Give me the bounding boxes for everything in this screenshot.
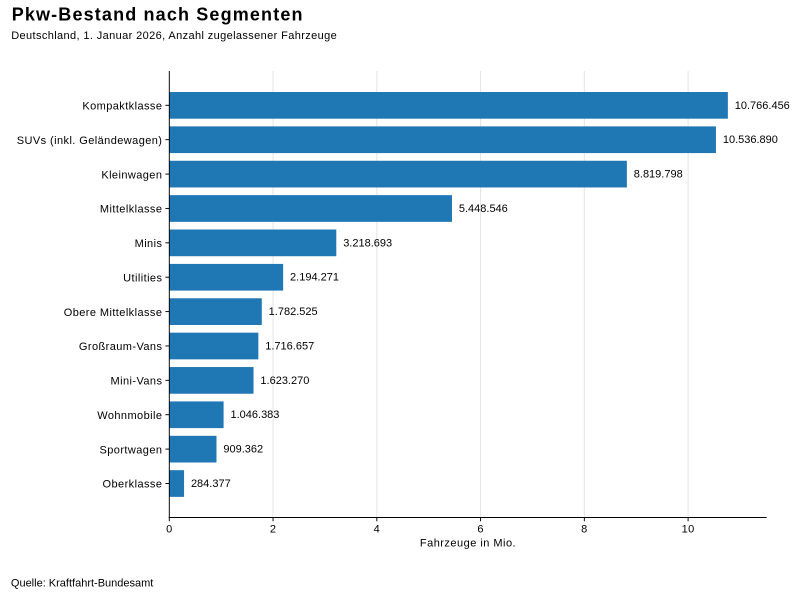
svg-text:Mittelklasse: Mittelklasse xyxy=(100,204,163,216)
svg-text:Oberklasse: Oberklasse xyxy=(103,479,163,491)
svg-text:10: 10 xyxy=(682,524,695,536)
svg-text:1.046.383: 1.046.383 xyxy=(230,409,279,421)
svg-text:Minis: Minis xyxy=(135,238,163,250)
svg-text:Großraum-Vans: Großraum-Vans xyxy=(79,341,163,353)
svg-text:Kompaktklasse: Kompaktklasse xyxy=(82,101,162,113)
svg-text:SUVs (inkl. Geländewagen): SUVs (inkl. Geländewagen) xyxy=(17,135,163,147)
svg-text:5.448.546: 5.448.546 xyxy=(459,203,508,215)
svg-text:6: 6 xyxy=(477,524,483,536)
svg-text:284.377: 284.377 xyxy=(191,478,231,490)
svg-text:10.536.890: 10.536.890 xyxy=(723,134,778,146)
svg-text:1.623.270: 1.623.270 xyxy=(260,375,309,387)
svg-text:3.218.693: 3.218.693 xyxy=(343,237,392,249)
svg-text:Deutschland, 1. Januar 2026, A: Deutschland, 1. Januar 2026, Anzahl zuge… xyxy=(11,30,337,42)
svg-text:8.819.798: 8.819.798 xyxy=(634,169,683,181)
svg-text:Pkw-Bestand nach Segmenten: Pkw-Bestand nach Segmenten xyxy=(12,4,304,24)
svg-text:Obere Mittelklasse: Obere Mittelklasse xyxy=(64,307,163,319)
svg-text:Fahrzeuge in Mio.: Fahrzeuge in Mio. xyxy=(420,538,516,550)
svg-text:0: 0 xyxy=(166,524,172,536)
svg-text:1.782.525: 1.782.525 xyxy=(269,306,318,318)
svg-text:Utilities: Utilities xyxy=(123,272,162,284)
svg-text:Quelle: Kraftfahrt-Bundesamt: Quelle: Kraftfahrt-Bundesamt xyxy=(11,577,153,589)
svg-text:10.766.456: 10.766.456 xyxy=(735,100,790,112)
svg-text:Kleinwagen: Kleinwagen xyxy=(101,169,162,181)
svg-text:8: 8 xyxy=(581,524,587,536)
svg-text:2.194.271: 2.194.271 xyxy=(290,272,339,284)
svg-text:Sportwagen: Sportwagen xyxy=(99,444,162,456)
svg-text:Wohnmobile: Wohnmobile xyxy=(97,410,162,422)
svg-text:Mini-Vans: Mini-Vans xyxy=(111,376,163,388)
svg-text:909.362: 909.362 xyxy=(223,444,263,456)
svg-text:1.716.657: 1.716.657 xyxy=(265,340,314,352)
svg-text:2: 2 xyxy=(270,524,276,536)
svg-text:4: 4 xyxy=(374,524,380,536)
